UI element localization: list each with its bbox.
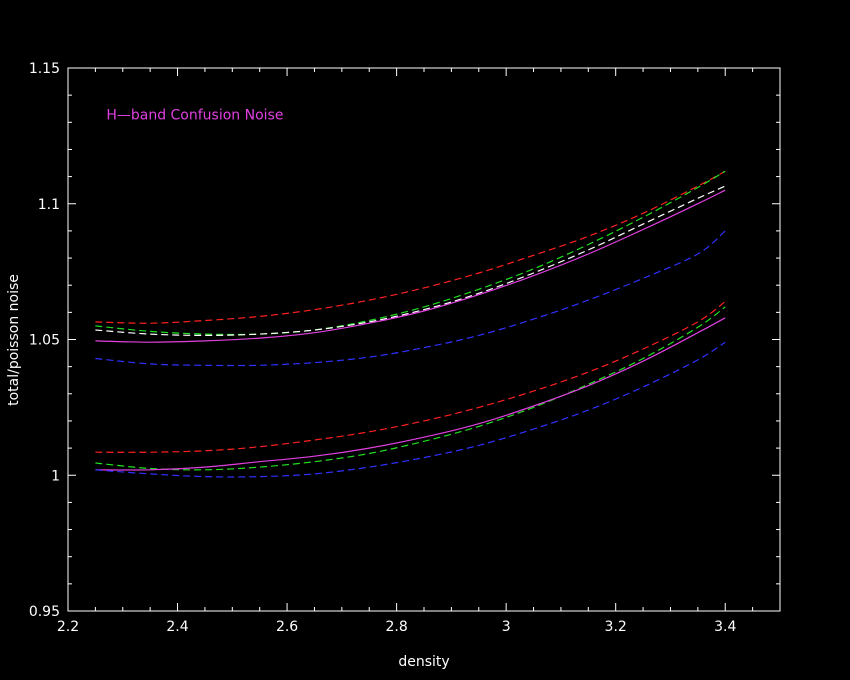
y-tick-label: 1.1: [38, 197, 60, 213]
series-line-3: [95, 185, 726, 337]
x-tick-label: 3.2: [605, 619, 627, 635]
series-line-9: [95, 341, 726, 478]
series-line-6: [95, 301, 726, 453]
y-tick-label: 0.95: [29, 604, 60, 620]
series-group: [95, 170, 726, 478]
series-line-5: [95, 230, 726, 367]
series-line-8: [95, 317, 726, 471]
y-tick-label: 1: [51, 468, 60, 484]
y-axis-label: total/poisson noise: [6, 274, 22, 406]
x-tick-label: 2.2: [57, 619, 79, 635]
y-tick-label: 1.05: [29, 333, 60, 349]
x-tick-label: 2.4: [166, 619, 188, 635]
x-axis-label: density: [398, 654, 449, 670]
chart-annotation: H—band Confusion Noise: [106, 108, 283, 124]
series-line-2: [95, 170, 726, 336]
series-line-1: [95, 170, 726, 324]
x-tick-label: 3: [502, 619, 511, 635]
axis-ticks: 2.2 2.4 2.6 2.8 3 3.2 3.4 0.95 1 1.05 1.1 1.15: [29, 61, 781, 635]
y-tick-label: 1.15: [29, 61, 60, 77]
x-tick-label: 3.4: [714, 619, 736, 635]
x-tick-label: 2.6: [276, 619, 298, 635]
series-line-4: [95, 189, 726, 343]
x-tick-label: 2.8: [385, 619, 407, 635]
series-line-7: [95, 306, 726, 471]
plot-frame: [67, 67, 781, 612]
